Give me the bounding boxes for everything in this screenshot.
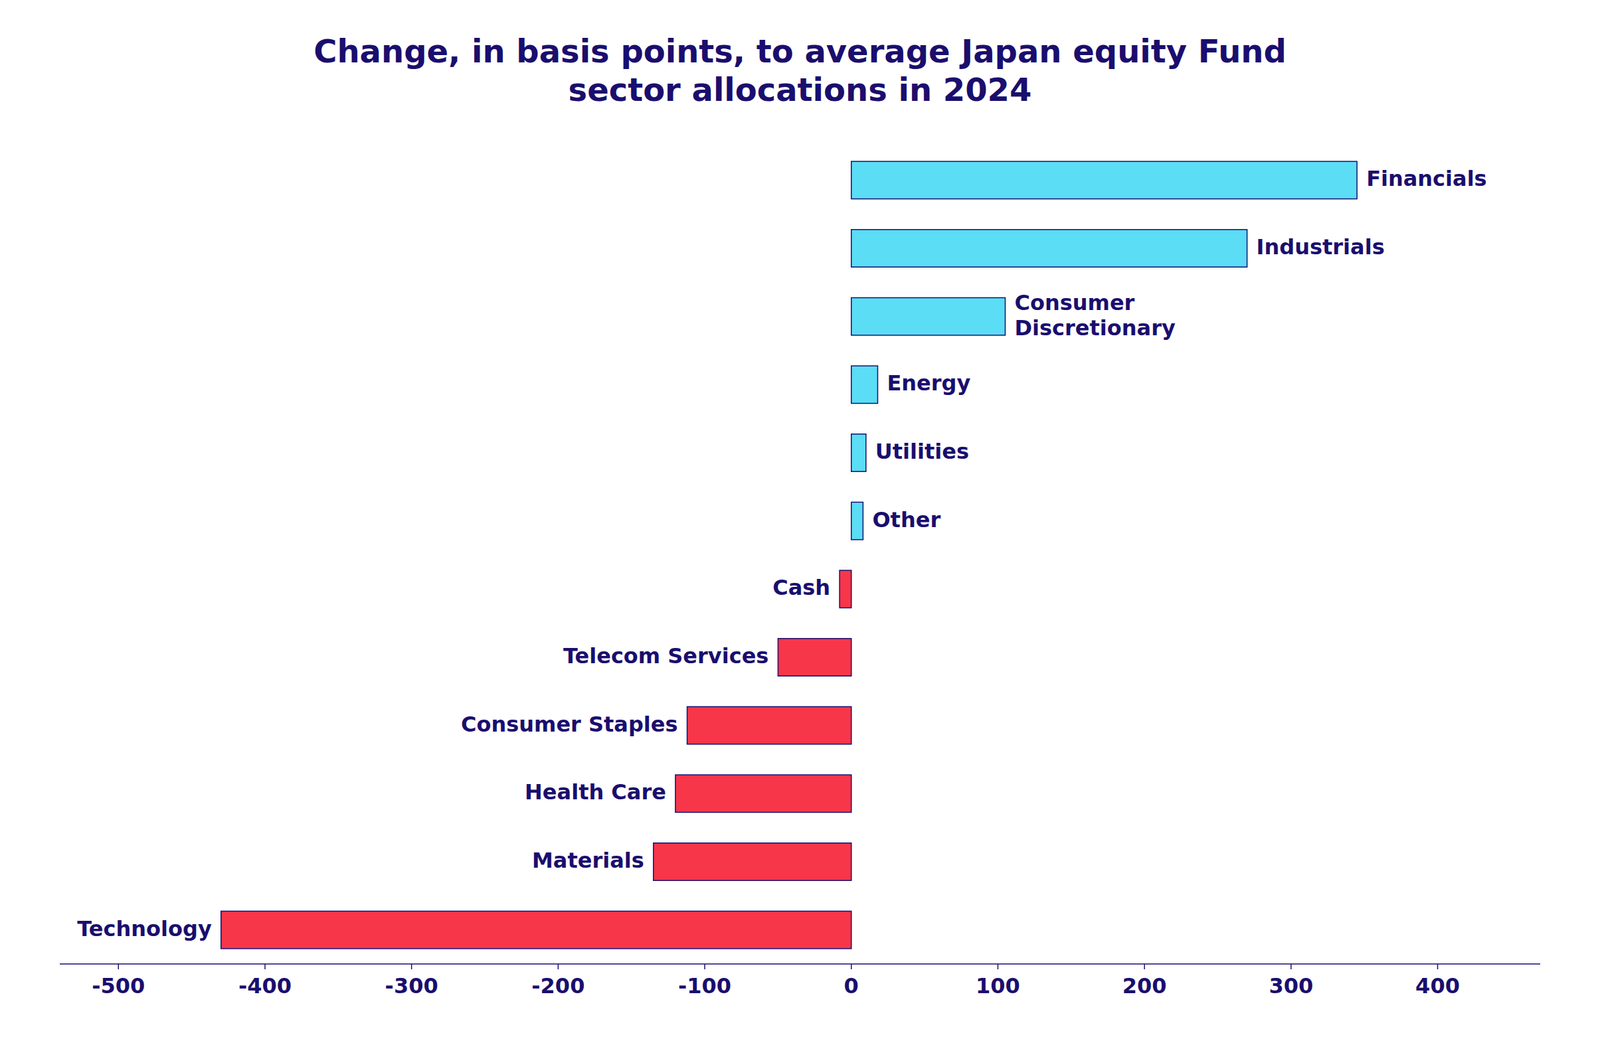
bar: [851, 297, 1006, 335]
bar: [851, 161, 1357, 199]
bar: [851, 229, 1248, 267]
title: Change, in basis points, to average Japa…: [313, 32, 1287, 109]
chart: Change, in basis points, to average Japa…: [0, 0, 1600, 1037]
category-label: Energy: [886, 370, 971, 396]
bar: [675, 775, 852, 813]
category-label: Technology: [77, 916, 212, 942]
category-label: Materials: [532, 848, 645, 874]
category-label: ConsumerDiscretionary: [1014, 290, 1175, 341]
bars: [221, 161, 1357, 950]
category-label: Telecom Services: [563, 643, 769, 669]
category-label: Other: [872, 507, 941, 533]
bar: [851, 502, 864, 540]
bar: [851, 434, 867, 472]
tick-label: -400: [238, 973, 292, 999]
bar: [687, 706, 852, 744]
tick-label: 300: [1268, 973, 1314, 999]
tick-mark: [1143, 964, 1146, 970]
category-label: Utilities: [875, 439, 970, 465]
tick-mark: [997, 964, 999, 970]
bar: [777, 638, 851, 677]
tick-mark: [264, 964, 266, 970]
tick-label: -200: [531, 973, 585, 999]
tick-label: 0: [844, 973, 859, 999]
bar: [839, 570, 852, 608]
category-label: Consumer Staples: [460, 711, 679, 738]
tick-mark: [118, 964, 120, 970]
tick-label: 200: [1122, 973, 1167, 999]
tick-mark: [557, 964, 560, 970]
tick-label: -500: [91, 973, 145, 999]
tick-mark: [704, 964, 706, 970]
tick-label: -300: [385, 973, 439, 999]
x-axis: -500 -400 -300 -200 -100 0 100 200 300 400: [59, 964, 1541, 999]
bar: [851, 365, 879, 404]
bar: [221, 911, 852, 949]
tick-label: 400: [1415, 973, 1460, 999]
tick-mark: [1290, 964, 1292, 970]
tick-label: 100: [975, 973, 1021, 999]
axis-line: [59, 963, 1541, 966]
bar: [653, 843, 852, 881]
category-label: Financials: [1366, 166, 1488, 192]
category-labels: Technology Materials Health Care Consumer S…: [77, 166, 1487, 942]
tick-label: -100: [678, 973, 732, 999]
tick-mark: [411, 964, 413, 970]
category-label: Health Care: [524, 779, 667, 805]
category-label: Industrials: [1256, 234, 1385, 260]
tick-mark: [1437, 964, 1439, 970]
tick-mark: [850, 964, 853, 970]
category-label: Cash: [772, 575, 831, 601]
